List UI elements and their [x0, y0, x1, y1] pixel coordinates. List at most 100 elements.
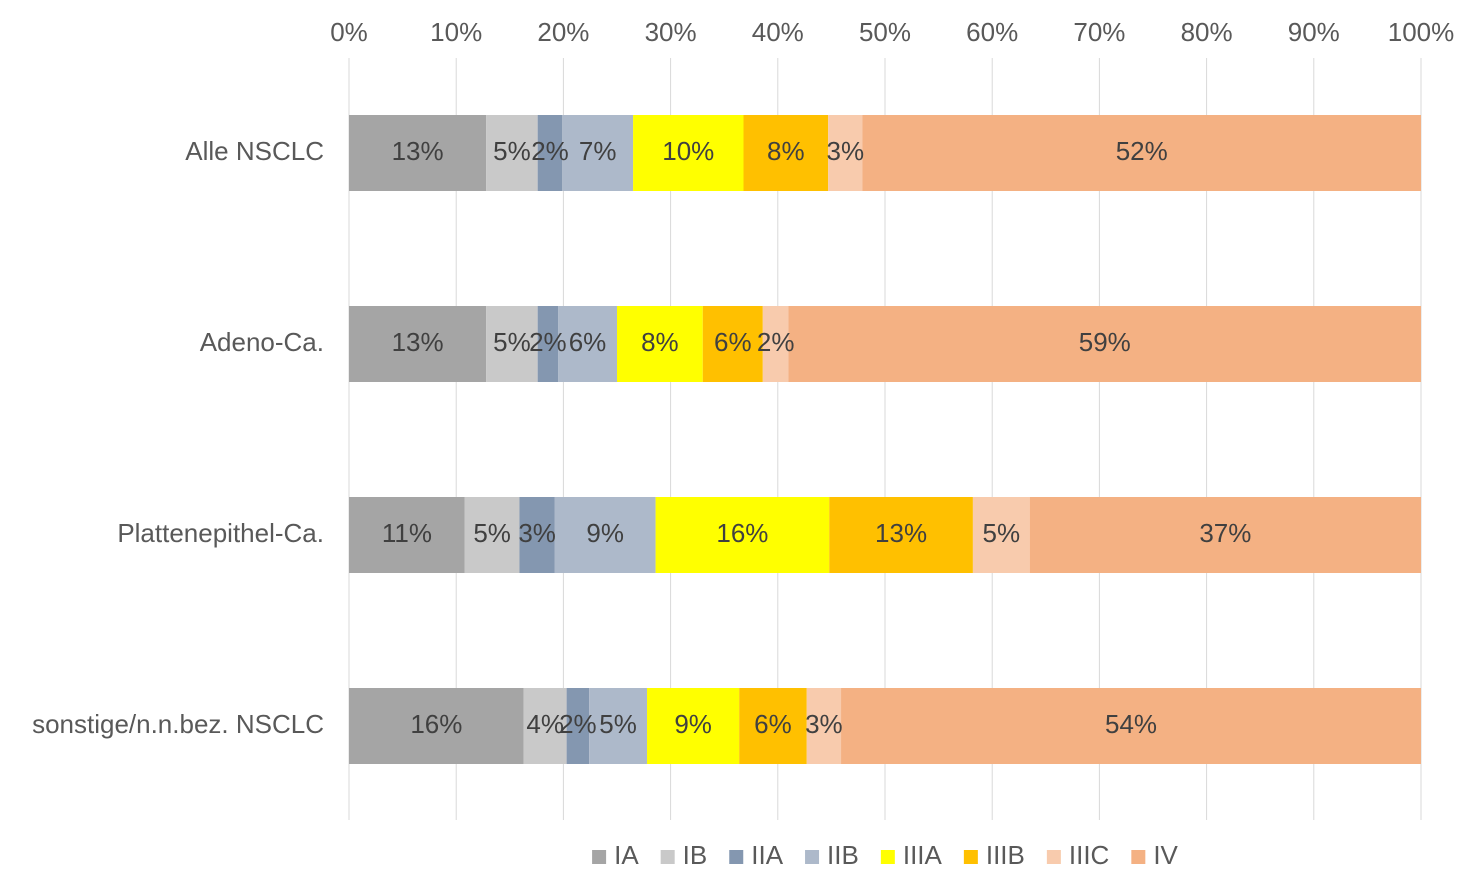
bar-segment — [537, 306, 559, 382]
data-label: 10% — [662, 136, 714, 166]
data-label: 54% — [1105, 709, 1157, 739]
data-label: 3% — [518, 518, 556, 548]
data-label: 4% — [526, 709, 564, 739]
data-label: 6% — [754, 709, 792, 739]
data-label: 37% — [1199, 518, 1251, 548]
bar-segment — [841, 688, 1421, 764]
bar-segment — [633, 115, 744, 191]
data-label: 6% — [714, 327, 752, 357]
data-label: 11% — [382, 518, 432, 548]
data-label: 59% — [1079, 327, 1131, 357]
x-tick-label: 40% — [752, 17, 804, 47]
bar-segment — [523, 688, 567, 764]
bar-segment — [519, 497, 555, 573]
bar-segment — [762, 306, 789, 382]
legend-label: IIIB — [986, 840, 1025, 870]
data-label: 9% — [586, 518, 624, 548]
bar-segment — [537, 115, 563, 191]
category-label: sonstige/n.n.bez. NSCLC — [32, 709, 324, 739]
legend-swatch — [963, 850, 978, 864]
data-label: 16% — [716, 518, 768, 548]
bar-segment — [464, 497, 520, 573]
x-tick-label: 70% — [1073, 17, 1125, 47]
legend: IA IB IIA IIB IIIA IIIB IIIC IV — [592, 840, 1179, 870]
x-tick-label: 20% — [537, 17, 589, 47]
legend-label: IIB — [827, 840, 859, 870]
data-label: 13% — [392, 327, 444, 357]
legend-label: IIIA — [903, 840, 943, 870]
legend-swatch — [592, 850, 607, 864]
bar-segment — [788, 306, 1421, 382]
legend-label: IA — [614, 840, 639, 870]
data-label: 7% — [579, 136, 617, 166]
bar-segment — [349, 115, 487, 191]
bar-segment — [702, 306, 763, 382]
category-label: Adeno-Ca. — [200, 327, 324, 357]
legend-swatch — [880, 850, 895, 864]
bar-segment — [566, 688, 590, 764]
bar-segment — [486, 115, 538, 191]
legend-label: IV — [1153, 840, 1178, 870]
category-label: Alle NSCLC — [185, 136, 324, 166]
data-label: 3% — [827, 136, 865, 166]
data-label: 16% — [410, 709, 462, 739]
legend-swatch — [1131, 850, 1146, 864]
data-label: 5% — [983, 518, 1021, 548]
data-label: 2% — [531, 136, 569, 166]
data-labels: 13% 5% 2% 7% 10% 8% 3% 52%13% 5%2% 6% 8% 6% 2% 59%11%… — [382, 136, 1252, 739]
legend-label: IIA — [751, 840, 783, 870]
bar-segment — [862, 115, 1421, 191]
bar-segment — [806, 688, 842, 764]
data-label: 5% — [599, 709, 637, 739]
bar-segment — [349, 688, 524, 764]
x-tick-label: 100% — [1388, 17, 1455, 47]
bars — [349, 115, 1421, 764]
bar-segment — [349, 497, 465, 573]
bar-segment — [647, 688, 740, 764]
bar-segment — [558, 306, 617, 382]
bar-segment — [1029, 497, 1421, 573]
x-tick-label: 10% — [430, 17, 482, 47]
x-tick-label: 50% — [859, 17, 911, 47]
category-labels: Alle NSCLC Adeno-Ca. Plattenepithel-Ca. son… — [32, 136, 324, 739]
data-label: 5% — [473, 518, 511, 548]
data-label: 9% — [674, 709, 712, 739]
legend-swatch — [660, 850, 675, 864]
data-label: 6% — [569, 327, 607, 357]
bar-segment — [554, 497, 656, 573]
bar-segment — [743, 115, 829, 191]
x-tick-label: 80% — [1181, 17, 1233, 47]
data-label: 3% — [805, 709, 843, 739]
category-label: Plattenepithel-Ca. — [117, 518, 324, 548]
x-tick-label: 30% — [645, 17, 697, 47]
legend-swatch — [729, 850, 744, 864]
legend-swatch — [805, 850, 820, 864]
data-label: 52% — [1116, 136, 1168, 166]
data-label: 8% — [641, 327, 679, 357]
bar-segment — [829, 497, 973, 573]
data-label: 13% — [392, 136, 444, 166]
data-label: 13% — [875, 518, 927, 548]
bar-segment — [562, 115, 634, 191]
data-label: 2% — [529, 327, 567, 357]
legend-swatch — [1046, 850, 1061, 864]
bar-segment — [739, 688, 807, 764]
x-axis-ticks: 0% 10% 20% 30% 40% 50% 60% 70% 80% 90% 100% — [330, 17, 1454, 47]
data-label: 2% — [757, 327, 795, 357]
bar-segment — [828, 115, 863, 191]
data-label: 2% — [559, 709, 597, 739]
bar-segment — [655, 497, 830, 573]
x-tick-label: 0% — [330, 17, 368, 47]
data-label: 5% — [493, 327, 531, 357]
x-tick-label: 90% — [1288, 17, 1340, 47]
legend-label: IB — [683, 840, 708, 870]
bar-segment — [972, 497, 1030, 573]
bar-segment — [486, 306, 538, 382]
legend-label: IIIC — [1069, 840, 1109, 870]
data-label: 5% — [493, 136, 531, 166]
data-label: 8% — [767, 136, 805, 166]
bar-segment — [349, 306, 487, 382]
bar-segment — [589, 688, 648, 764]
